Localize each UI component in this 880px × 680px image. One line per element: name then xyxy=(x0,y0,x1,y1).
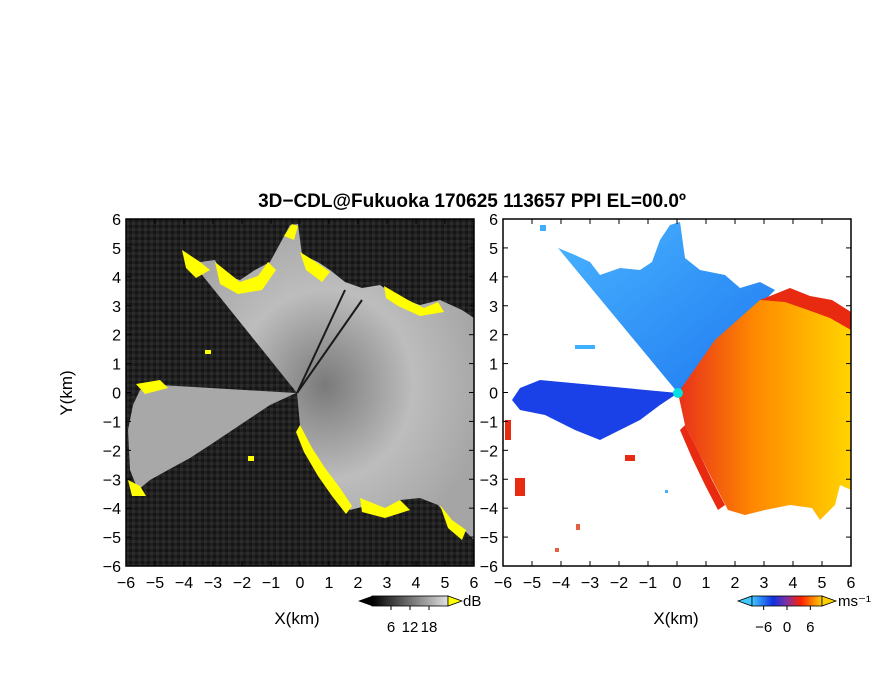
x-tick-label: −5 xyxy=(146,575,164,592)
reflectivity-high-edges xyxy=(128,224,466,540)
x-tick-label: −6 xyxy=(117,575,135,592)
y-tick-label: −2 xyxy=(480,443,498,460)
reflectivity-panel xyxy=(126,219,474,566)
x-tick-label: 1 xyxy=(702,575,711,592)
x-tick-label: −3 xyxy=(204,575,222,592)
y-tick-label: −4 xyxy=(103,501,121,518)
y-tick-label: 4 xyxy=(489,270,498,287)
y-tick-label: 6 xyxy=(489,212,498,229)
x-tick-label: 4 xyxy=(412,575,421,592)
y-tick-label: 4 xyxy=(112,270,121,287)
colorbar-tick-label: 6 xyxy=(387,619,395,636)
velocity-colorbar-ticks: −6 0 6 xyxy=(755,606,815,636)
y-tick-label: −5 xyxy=(480,530,498,547)
x-tick-label: 0 xyxy=(296,575,305,592)
y-tick-label: −4 xyxy=(480,501,498,518)
y-tick-label: 3 xyxy=(112,299,121,316)
right-y-ticks: 6 5 4 3 2 1 0 −1 −2 −3 −4 −5 −6 xyxy=(480,212,851,576)
x-tick-label: 3 xyxy=(383,575,392,592)
x-tick-label: 6 xyxy=(470,575,479,592)
right-x-axis-label: X(km) xyxy=(653,609,698,628)
y-tick-label: 1 xyxy=(112,357,121,374)
y-tick-label: −3 xyxy=(103,472,121,489)
x-tick-label: 3 xyxy=(760,575,769,592)
x-tick-label: 2 xyxy=(731,575,740,592)
reflectivity-beam-gaps xyxy=(296,289,363,394)
velocity-negative-upper xyxy=(558,222,775,393)
y-tick-label: −5 xyxy=(103,530,121,547)
velocity-negative-left xyxy=(512,380,678,440)
y-tick-label: −6 xyxy=(103,559,121,576)
velocity-colorbar-high-arrow xyxy=(821,595,838,607)
reflectivity-colorbar-low-arrow xyxy=(358,596,372,606)
left-y-ticks: 6 5 4 3 2 1 0 −1 −2 −3 −4 −5 −6 xyxy=(103,212,474,576)
y-tick-label: 2 xyxy=(112,328,121,345)
velocity-colorbar-low-arrow xyxy=(736,595,753,607)
x-tick-label: −6 xyxy=(494,575,512,592)
y-tick-label: −2 xyxy=(103,443,121,460)
y-tick-label: −1 xyxy=(103,414,121,431)
y-tick-label: 0 xyxy=(112,386,121,403)
x-tick-label: −2 xyxy=(233,575,251,592)
reflectivity-colorbar-bar xyxy=(371,595,449,607)
x-tick-label: −1 xyxy=(262,575,280,592)
velocity-positive xyxy=(678,290,851,520)
x-tick-label: −1 xyxy=(639,575,657,592)
velocity-speckles xyxy=(540,225,668,552)
x-tick-label: −4 xyxy=(175,575,193,592)
velocity-colorbar-bar xyxy=(751,595,823,607)
y-tick-label: −6 xyxy=(480,559,498,576)
colorbar-tick-label: 12 xyxy=(402,619,419,636)
chart-title: 3D−CDL@Fukuoka 170625 113657 PPI EL=00.0… xyxy=(258,191,686,212)
velocity-panel xyxy=(503,219,851,566)
x-tick-label: 5 xyxy=(441,575,450,592)
y-tick-label: −1 xyxy=(480,414,498,431)
x-tick-label: −3 xyxy=(581,575,599,592)
x-tick-label: 1 xyxy=(325,575,334,592)
y-tick-label: −3 xyxy=(480,472,498,489)
velocity-rim xyxy=(505,288,851,510)
y-tick-label: 5 xyxy=(489,241,498,258)
velocity-colorbar: ms⁻¹ −6 0 6 xyxy=(736,593,871,636)
y-tick-label: 1 xyxy=(489,357,498,374)
reflectivity-colorbar: dB 6 12 18 xyxy=(358,593,481,636)
colorbar-tick-label: 6 xyxy=(806,619,814,636)
reflectivity-echo-left xyxy=(128,385,296,490)
x-tick-label: 4 xyxy=(789,575,798,592)
y-tick-label: 2 xyxy=(489,328,498,345)
left-x-axis-label: X(km) xyxy=(274,609,319,628)
x-tick-label: −4 xyxy=(552,575,570,592)
velocity-colorbar-unit: ms⁻¹ xyxy=(838,593,871,610)
reflectivity-colorbar-ticks: 6 12 18 xyxy=(387,606,438,636)
reflectivity-colorbar-unit: dB xyxy=(463,593,481,610)
left-y-axis-label: Y(km) xyxy=(57,370,76,415)
x-tick-label: 0 xyxy=(673,575,682,592)
x-tick-label: 5 xyxy=(818,575,827,592)
left-x-ticks: −6 −5 −4 −3 −2 −1 0 1 2 3 4 5 6 xyxy=(117,219,479,592)
colorbar-tick-label: 0 xyxy=(783,619,791,636)
y-tick-label: 6 xyxy=(112,212,121,229)
reflectivity-colorbar-high-arrow xyxy=(447,595,464,607)
x-tick-label: −2 xyxy=(610,575,628,592)
colorbar-tick-label: 18 xyxy=(421,619,438,636)
y-tick-label: 3 xyxy=(489,299,498,316)
y-tick-label: 0 xyxy=(489,386,498,403)
x-tick-label: −5 xyxy=(523,575,541,592)
x-tick-label: 2 xyxy=(354,575,363,592)
right-x-ticks: −6 −5 −4 −3 −2 −1 0 1 2 3 4 5 6 xyxy=(494,219,856,592)
colorbar-tick-label: −6 xyxy=(755,619,772,636)
x-tick-label: 6 xyxy=(847,575,856,592)
y-tick-label: 5 xyxy=(112,241,121,258)
velocity-near-zero xyxy=(673,388,683,398)
